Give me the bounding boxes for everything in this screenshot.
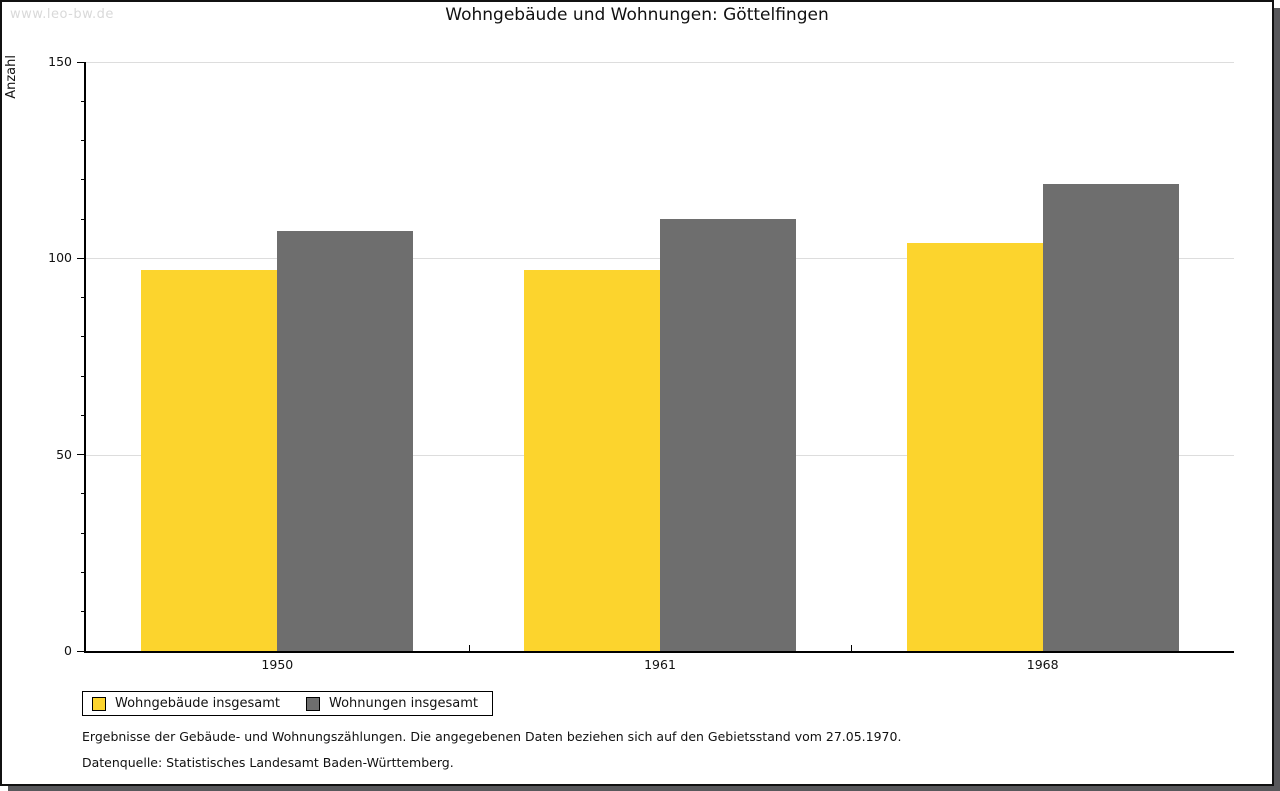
page-title: Wohngebäude und Wohnungen: Göttelfingen [445,5,829,25]
y-minor-tick [81,532,86,534]
legend-swatch-yellow [92,696,106,711]
y-minor-tick [81,493,86,495]
y-tick-label: 100 [48,250,72,266]
bar-wohnungen-1950 [277,230,414,651]
group-boundary-tick [468,645,470,651]
bar-wohnungen-1968 [1042,183,1179,651]
y-minor-tick [81,297,86,299]
y-minor-tick [81,179,86,181]
footnote-source-note: Ergebnisse der Gebäude- und Wohnungszähl… [82,729,902,744]
legend-item-wohnungen: Wohnungen insgesamt [306,696,478,711]
y-major-tick [77,61,86,63]
legend-item-wohngebaeude: Wohngebäude insgesamt [92,696,280,711]
y-tick-label: 50 [56,446,72,462]
gridline-150 [86,62,1234,63]
y-minor-tick [81,218,86,220]
x-tick-label: 1950 [261,657,294,672]
y-major-tick [77,454,86,456]
legend-label: Wohnungen insgesamt [329,696,478,711]
footnote-data-source: Datenquelle: Statistisches Landesamt Bad… [82,755,454,770]
bar-wohngebaeude-1961 [524,270,660,651]
bar-wohngebaeude-1950 [141,270,278,651]
y-minor-tick [81,336,86,338]
y-minor-tick [81,100,86,102]
y-tick-label: 150 [48,54,72,69]
group-boundary-tick [851,645,853,651]
legend: Wohngebäude insgesamt Wohnungen insgesam… [82,691,493,716]
bar-wohngebaeude-1968 [906,242,1043,651]
plot-area: 0 50 100 150 1950 1961 1968 [48,54,1234,672]
legend-label: Wohngebäude insgesamt [115,696,280,711]
y-minor-tick [81,375,86,377]
y-minor-tick [81,140,86,142]
y-major-tick [77,257,86,259]
y-minor-tick [81,414,86,416]
y-tick-label: 0 [64,643,72,658]
y-axis-title: Anzahl [4,55,19,99]
y-major-tick [77,650,86,652]
y-minor-tick [81,571,86,573]
legend-swatch-gray [306,696,320,711]
y-minor-tick [81,611,86,613]
x-tick-label: 1968 [1026,657,1059,672]
watermark: www.leo-bw.de [10,7,114,22]
x-tick-label: 1961 [644,657,676,672]
bar-wohnungen-1961 [660,219,796,651]
